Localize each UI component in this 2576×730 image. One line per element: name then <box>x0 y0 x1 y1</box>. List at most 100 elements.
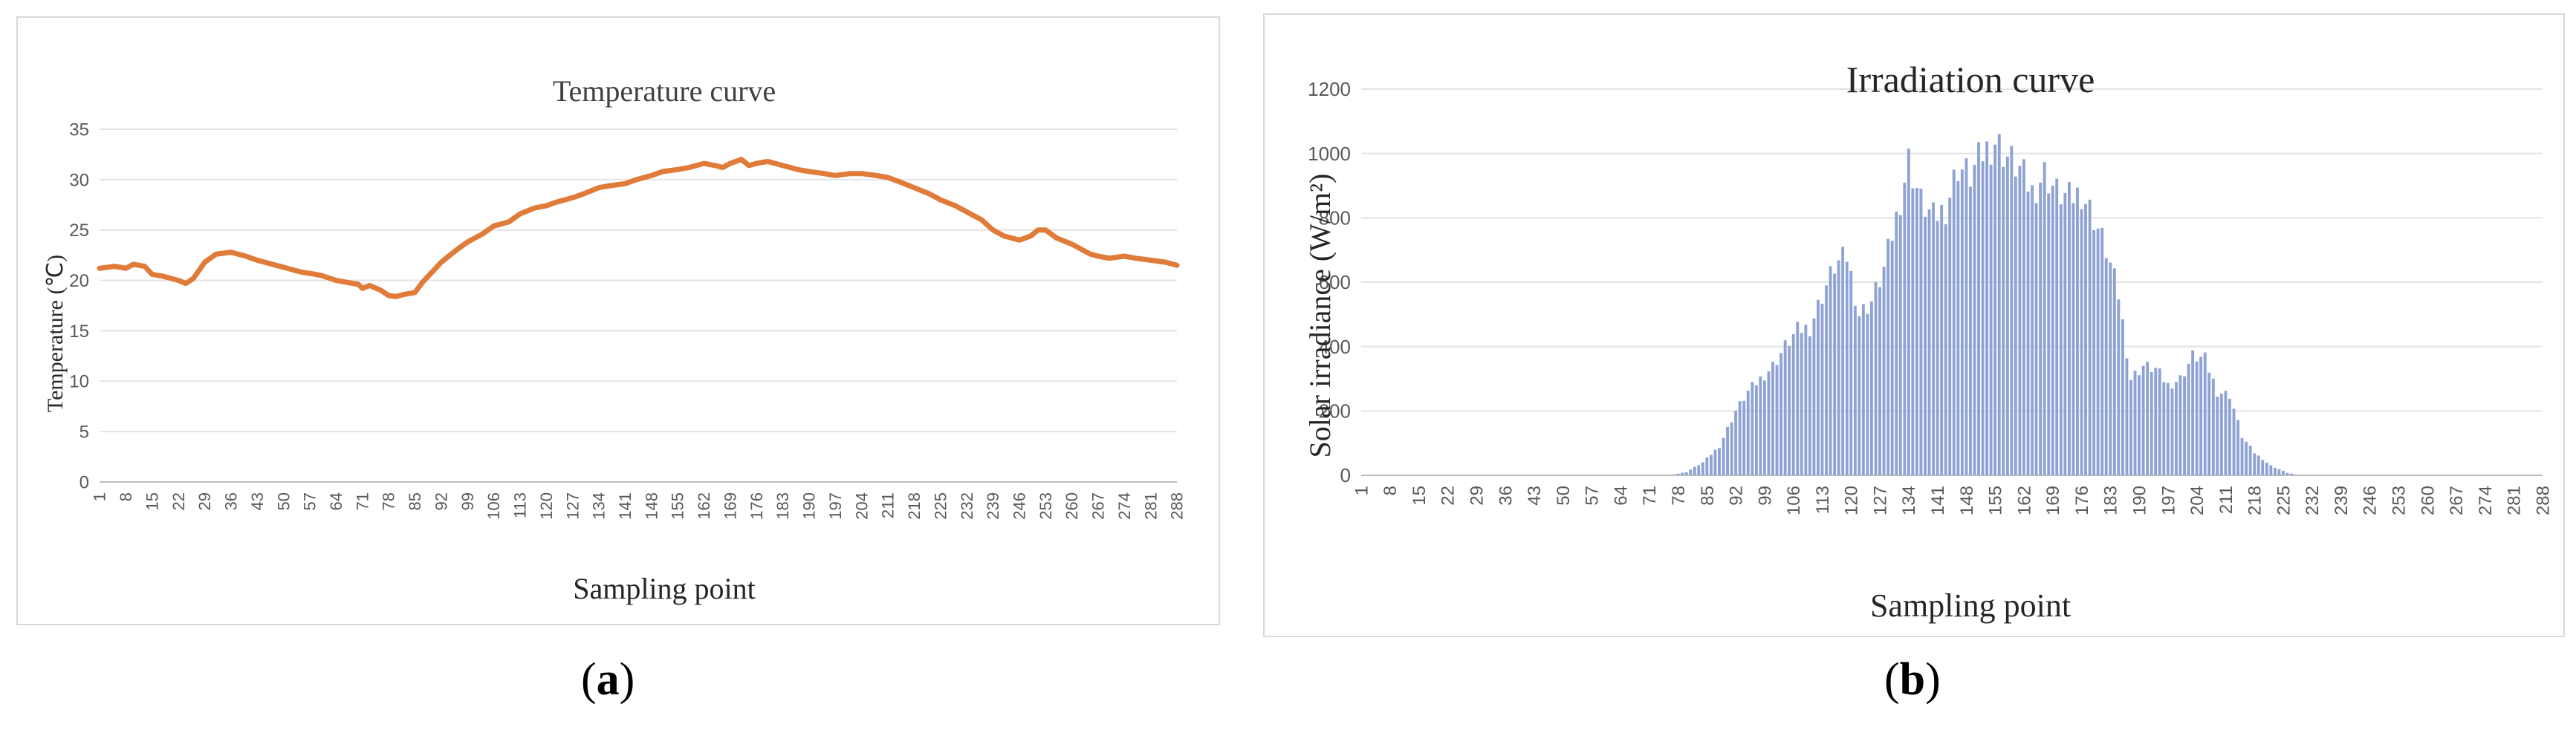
x-tick-label: 8 <box>1381 486 1401 495</box>
irradiance-bar <box>1886 238 1890 475</box>
irradiance-bar <box>1796 322 1800 475</box>
chart-title: Temperature curve <box>553 74 776 108</box>
x-tick-label: 29 <box>195 492 214 510</box>
irradiance-bar <box>1895 212 1898 475</box>
x-tick-label: 36 <box>1496 486 1516 506</box>
x-tick-label: 267 <box>1089 492 1108 520</box>
irradiance-bar <box>2117 299 2121 475</box>
irradiance-bar <box>1713 449 1717 475</box>
irradiance-bar <box>2112 268 2116 475</box>
x-tick-label: 218 <box>905 492 924 520</box>
x-tick-label: 36 <box>222 492 241 510</box>
irradiance-bar <box>2282 470 2285 475</box>
caption-b-letter: b <box>1899 654 1926 705</box>
irradiance-bar <box>1730 422 1733 475</box>
irradiance-bar <box>2166 382 2170 475</box>
irradiance-bar <box>2277 469 2281 475</box>
irradiance-bar <box>2051 186 2054 475</box>
x-tick-label: 246 <box>1010 492 1029 520</box>
x-tick-label: 288 <box>2533 486 2553 515</box>
irradiance-bar <box>2257 455 2260 475</box>
x-tick-labels: 1 8 15 22 29 36 43 50 57 64 71 78 85 92 99 106 113 120 127… <box>91 492 1187 520</box>
irradiance-bar <box>1989 164 1993 476</box>
x-tick-label: 183 <box>2101 486 2121 515</box>
irradiance-bar <box>2034 203 2038 475</box>
irradiance-bar <box>1791 334 1795 475</box>
y-tick-label: 1000 <box>1308 143 1351 165</box>
x-tick-label: 260 <box>2418 486 2438 515</box>
x-tick-label: 239 <box>2332 486 2352 515</box>
irradiance-bar <box>2096 228 2100 475</box>
x-tick-label: 64 <box>327 492 345 510</box>
x-tick-label: 85 <box>1698 486 1718 506</box>
irradiance-bar <box>1993 144 1997 475</box>
y-axis-label: Temperature (℃) <box>43 255 68 412</box>
x-tick-label: 176 <box>2072 486 2092 515</box>
irradiance-bar <box>1693 466 1696 475</box>
irradiance-bar <box>1837 260 1840 475</box>
irradiance-bar <box>2014 176 2017 475</box>
irradiance-bar <box>2026 192 2030 475</box>
grid-lines <box>1361 88 2543 476</box>
irradiance-bar <box>1874 281 1878 475</box>
x-tick-label: 29 <box>1467 486 1487 506</box>
irradiance-bar <box>2005 157 2009 475</box>
x-tick-label: 155 <box>1986 486 2006 515</box>
irradiance-bar <box>2129 379 2132 475</box>
irradiance-bar <box>2071 203 2075 475</box>
irradiance-bar <box>1767 371 1771 475</box>
irradiance-bar <box>2018 166 2022 475</box>
x-tick-label: 113 <box>511 492 530 518</box>
x-tick-label: 57 <box>1583 486 1603 506</box>
y-tick-label: 20 <box>69 271 89 291</box>
x-tick-label: 99 <box>1755 486 1775 506</box>
x-tick-labels: 1 8 15 22 29 36 43 50 57 64 71 78 85 92 99 106 113 120 127… <box>1352 486 2553 515</box>
irradiance-bar <box>1788 345 1791 475</box>
x-tick-label: 85 <box>406 492 424 510</box>
x-tick-label: 43 <box>248 492 267 510</box>
irradiance-bar <box>2068 182 2071 475</box>
irradiance-bar <box>1742 400 1746 475</box>
irradiance-bar <box>1833 273 1837 475</box>
x-tick-label: 92 <box>1727 486 1747 506</box>
irradiance-bar <box>2109 262 2112 475</box>
irradiance-bar <box>2059 204 2063 475</box>
x-tick-label: 127 <box>563 492 582 520</box>
x-tick-label: 15 <box>1409 486 1430 506</box>
x-tick-label: 8 <box>117 492 135 501</box>
irradiance-bar <box>2092 230 2096 475</box>
irradiance-bar <box>1734 411 1738 475</box>
irradiance-bar <box>2104 258 2108 475</box>
irradiance-bar <box>1783 340 1787 475</box>
x-tick-label: 232 <box>2303 486 2323 515</box>
x-tick-label: 260 <box>1062 492 1081 520</box>
irradiance-bar <box>1808 336 1811 475</box>
x-tick-label: 71 <box>353 492 372 510</box>
irradiance-bar <box>1771 362 1774 475</box>
irradiance-bar <box>2080 209 2083 475</box>
irradiance-bar <box>2146 362 2150 475</box>
caption-b: (b) <box>1884 654 1941 705</box>
irradiance-bar <box>1705 457 1709 475</box>
x-tick-label: 267 <box>2447 486 2467 515</box>
irradiance-bar <box>1681 472 1684 475</box>
x-tick-label: 22 <box>169 492 188 510</box>
y-tick-label: 0 <box>80 472 89 492</box>
irradiance-bar <box>2274 467 2277 475</box>
irradiance-bar <box>2248 446 2252 475</box>
x-tick-label: 148 <box>1957 486 1977 515</box>
irradiance-bar <box>1944 224 1947 475</box>
x-tick-label: 78 <box>1669 486 1689 506</box>
x-tick-label: 169 <box>721 492 739 520</box>
x-tick-label: 106 <box>1784 486 1804 515</box>
x-tick-label: 204 <box>852 492 871 520</box>
irradiance-bar <box>1697 465 1701 475</box>
x-tick-label: 148 <box>642 492 661 520</box>
irradiance-bar <box>2125 358 2129 475</box>
irradiance-bar <box>1861 304 1865 475</box>
irradiance-bar <box>1722 437 1725 475</box>
y-tick-label: 15 <box>69 322 89 342</box>
irradiance-bar <box>1981 161 1985 475</box>
irradiance-bar <box>2031 185 2034 475</box>
x-tick-label: 1 <box>91 492 109 501</box>
